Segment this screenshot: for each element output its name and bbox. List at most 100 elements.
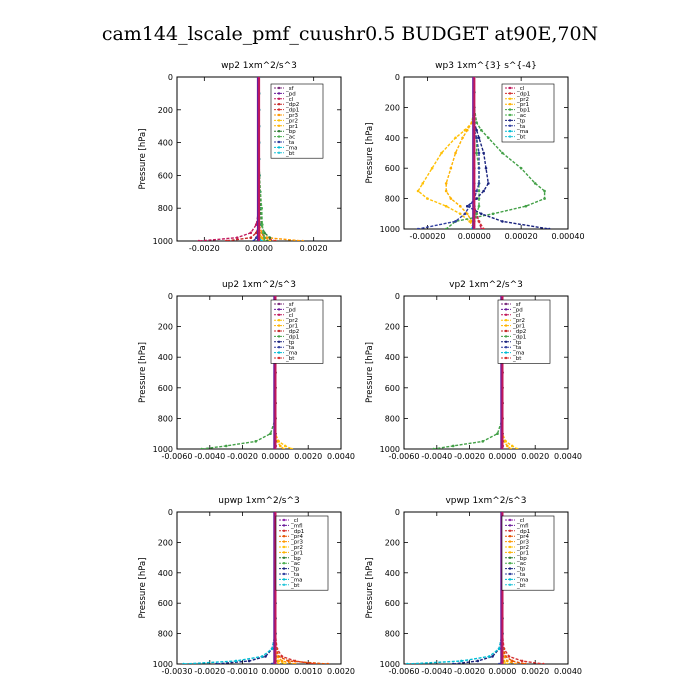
series-point [461,136,464,140]
series-point [458,212,462,216]
series-point [254,440,258,443]
legend-marker [504,324,508,327]
series-point [260,239,264,241]
series-point [416,189,420,193]
legend-marker [277,92,281,95]
y-tick-label: 1000 [153,237,173,246]
x-tick-label: 0.0020 [300,244,328,253]
series-point [458,204,462,208]
legend-marker [504,319,508,322]
legend-marker [504,302,508,306]
y-tick-label: 800 [385,195,400,204]
legend-marker [277,324,281,327]
legend-label: _tp [512,340,522,346]
legend-marker [282,567,286,570]
chart-panel-5: upwp 1xm^2/s^3 Pressure [hPa] 0 200 400 600 80… [138,496,355,676]
series-point [247,659,251,663]
y-tick-label: 0 [395,292,400,301]
legend-label: _bt [516,583,526,589]
legend-marker [277,113,281,117]
y-axis-label: Pressure [hPa] [138,558,148,619]
legend-label: _cl [290,518,299,524]
series-point [475,212,478,216]
y-tick-label: 1000 [153,660,173,669]
legend-marker [277,108,281,111]
legend-label: _mfl [290,523,303,529]
legend-marker [508,567,512,570]
legend-marker [508,578,512,581]
y-tick-label: 400 [158,139,173,148]
legend-marker [508,524,512,527]
series-point [451,662,455,664]
y-tick-label: 200 [385,538,400,547]
series-point [282,447,285,449]
legend-label: _bt [285,356,295,362]
plot-frame [403,295,569,450]
series-point [234,659,238,663]
legend-marker [508,108,512,111]
series-point [524,204,528,208]
legend-label: _pr1 [516,550,529,556]
series-point [277,662,280,664]
chart-title: up2 1xm^2/s^3 [222,280,296,290]
chart-title: vpwp 1xm^2/s^3 [445,496,526,506]
series-point [477,136,481,140]
series-point [444,182,448,185]
legend-label: _bt [290,583,300,589]
legend-label: _pr2 [516,97,529,103]
y-tick-label: 1000 [153,445,173,454]
x-tick-label: 0.0040 [554,452,582,461]
series-point [200,447,203,449]
legend-label: _cl [512,313,521,319]
legend-marker [282,545,286,549]
series-point [497,647,501,651]
chart-panel-1: wp2 1xm^2/s^3 Pressure [hPa] 0 200 400 600 800… [138,61,342,253]
series-point [224,239,228,241]
legend-label: _bt [512,356,522,362]
legend-marker [277,313,281,316]
series-point [542,662,545,664]
legend-label: _cl [516,518,525,524]
series-line-dp1 [433,296,504,449]
legend-marker [508,86,512,90]
y-axis-label: Pressure [hPa] [365,123,375,184]
series-point [487,136,490,140]
series-point [182,662,185,664]
series-line-dp2 [226,77,260,241]
legend-label: _tp [290,567,300,573]
x-tick-label: -0.0030 [162,667,193,676]
series-point [475,151,478,155]
series-point [506,659,509,663]
series-point [482,151,485,155]
x-tick-label: -0.00020 [409,232,445,241]
legend-label: _pr4 [290,534,304,540]
legend-marker [282,572,286,576]
series-point [260,223,264,226]
x-tick-label: -0.0060 [162,452,193,461]
series-point [510,444,514,448]
legend-label: _tp [516,118,526,124]
legend-label: _pr1 [516,102,529,108]
y-tick-label: 800 [385,414,400,423]
legend-marker [277,103,281,106]
plot-frame [403,511,569,665]
y-tick-label: 0 [395,508,400,517]
y-tick-label: 200 [385,323,400,332]
legend-label: _pr3 [290,540,304,546]
series-point [290,447,294,449]
y-tick-label: 0 [168,73,173,82]
series-point [264,655,267,658]
y-tick-label: 800 [158,414,173,423]
legend-label: _sf [285,302,295,308]
series-point [533,182,537,185]
chart-title: wp2 1xm^2/s^3 [221,61,297,71]
chart-panel-4: vp2 1xm^2/s^3 Pressure [hPa] 0 200 400 600 800… [365,280,582,461]
legend-marker [277,329,281,333]
series-point [280,655,284,658]
x-tick-label: 0.0020 [521,667,549,676]
legend-marker [508,92,512,95]
legend-marker [508,572,512,576]
y-tick-label: 0 [168,292,173,301]
x-tick-label: 0.00020 [505,232,538,241]
